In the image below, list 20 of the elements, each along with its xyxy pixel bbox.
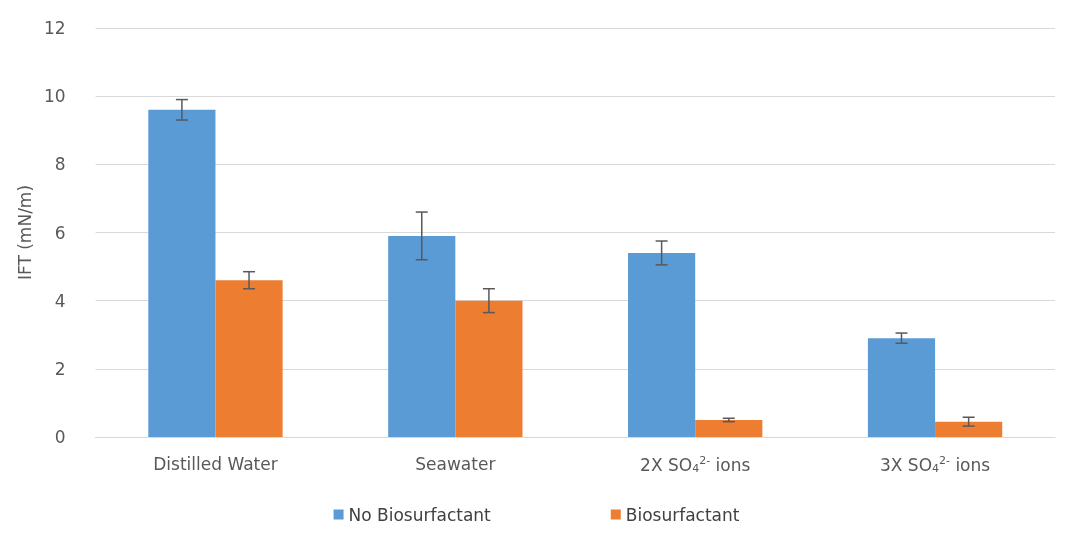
bar <box>455 300 523 437</box>
legend-label: Biosurfactant <box>625 504 740 525</box>
x-tick-label: Seawater <box>415 453 496 474</box>
bar <box>695 419 763 437</box>
bar <box>628 252 696 437</box>
bar <box>388 235 456 437</box>
legend-label: No Biosurfactant <box>348 504 492 525</box>
y-tick-label: 4 <box>54 290 66 311</box>
y-tick-label: 12 <box>43 18 66 38</box>
y-axis-title: IFT (mN/m) <box>14 184 35 281</box>
y-tick-label: 2 <box>54 358 66 379</box>
bar <box>935 421 1003 437</box>
bar <box>867 338 936 437</box>
y-tick-label: 8 <box>54 154 66 175</box>
x-tick-label: Distilled Water <box>153 453 278 474</box>
y-tick-label: 0 <box>54 427 66 447</box>
y-tick-label: 6 <box>54 222 66 243</box>
bar <box>148 109 216 437</box>
y-tick-label: 10 <box>43 86 66 107</box>
bar <box>215 280 283 437</box>
